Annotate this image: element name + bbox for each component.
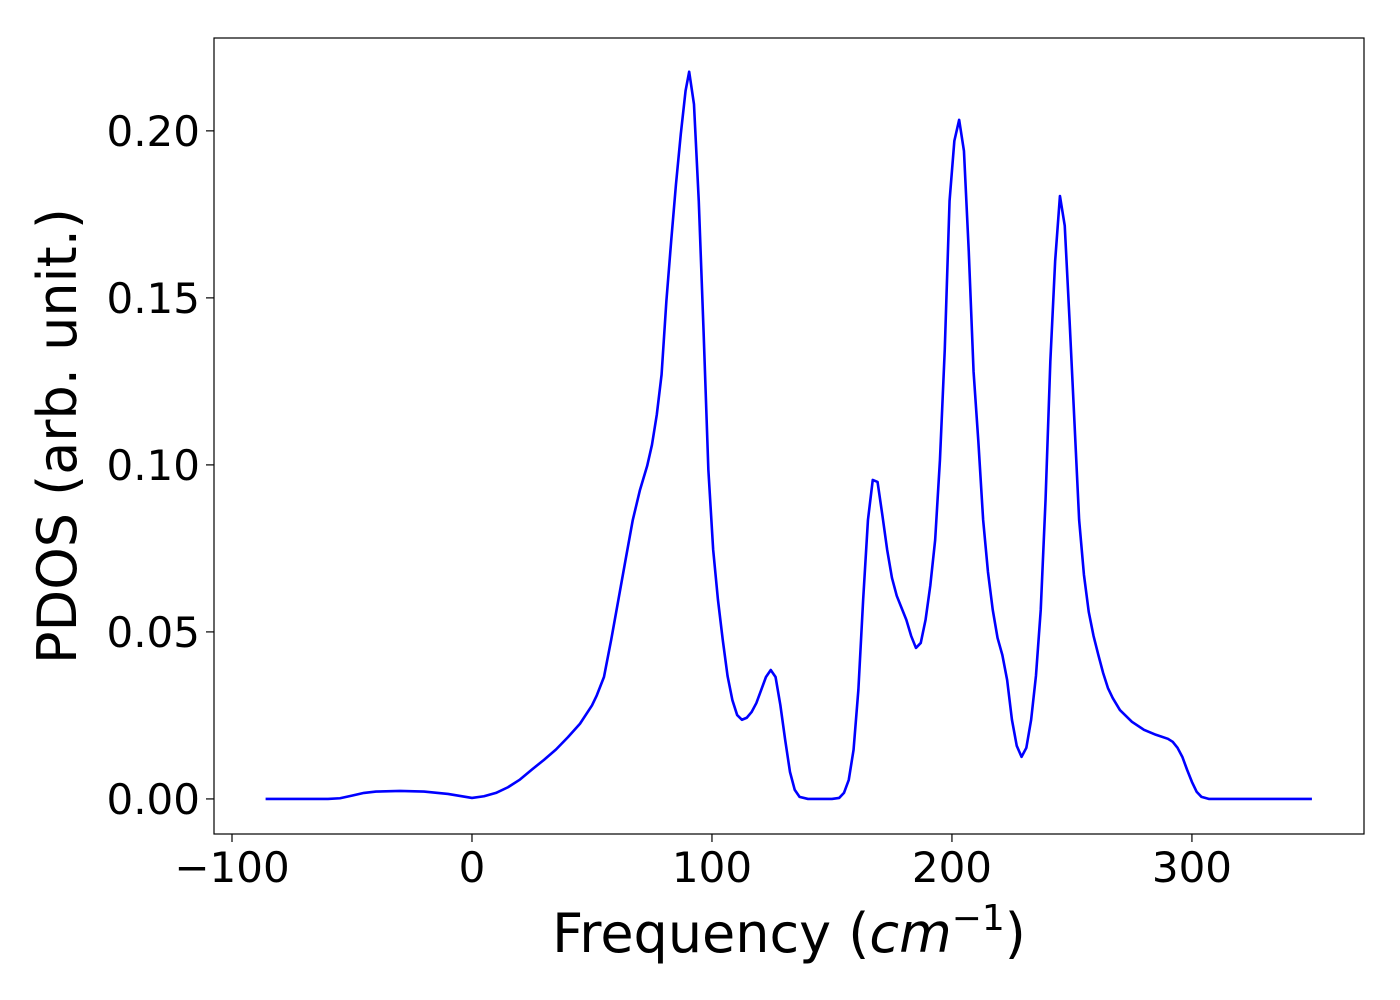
x-label-exponent: −1 xyxy=(952,898,1005,939)
y-tick-label: 0.00 xyxy=(106,775,200,824)
plot-frame xyxy=(213,37,1365,835)
x-label-close: ) xyxy=(1005,902,1026,965)
x-tick-label: 0 xyxy=(459,843,486,892)
y-tick-label: 0.10 xyxy=(106,441,200,490)
y-tick-label: 0.20 xyxy=(106,107,200,156)
y-tick-label: 0.05 xyxy=(106,608,200,657)
x-axis-label: Frequency (cm−1) xyxy=(552,898,1026,965)
x-label-unit: cm xyxy=(869,902,951,965)
x-tick-label: 200 xyxy=(912,843,992,892)
x-tick-label: −100 xyxy=(174,843,289,892)
x-label-text: Frequency ( xyxy=(552,902,869,965)
line xyxy=(265,70,1312,801)
x-tick-label: 300 xyxy=(1152,843,1232,892)
x-tick-label: 100 xyxy=(672,843,752,892)
y-tick-label: 0.15 xyxy=(106,274,200,323)
y-axis-label: PDOS (arb. unit.) xyxy=(26,208,89,664)
